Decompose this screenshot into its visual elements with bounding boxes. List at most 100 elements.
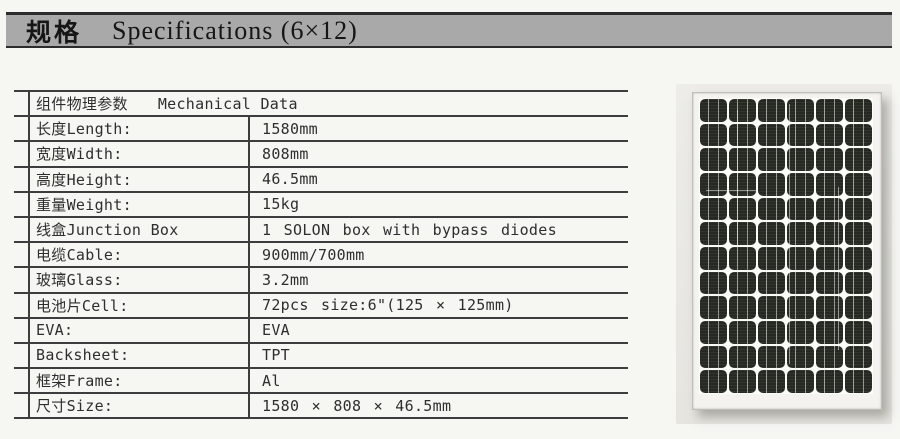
solar-cell bbox=[845, 99, 872, 122]
solar-cell bbox=[845, 246, 872, 270]
spec-row: 线盒Junction Box 1 SOLON box with bypass di… bbox=[14, 218, 628, 244]
spec-value: TPT bbox=[262, 346, 290, 365]
solar-panel-frame bbox=[692, 92, 882, 410]
solar-cell bbox=[700, 320, 727, 344]
solar-cell bbox=[787, 320, 814, 344]
solar-cell bbox=[758, 345, 785, 369]
solar-cell bbox=[816, 246, 843, 270]
solar-cell bbox=[758, 99, 785, 122]
solar-cell-grid bbox=[699, 98, 873, 394]
solar-panel-photo bbox=[676, 84, 892, 424]
title-bar: 规格 Specifications (6×12) bbox=[6, 12, 892, 48]
spec-row: 玻璃Glass: 3.2mm bbox=[14, 268, 628, 294]
spec-row: 宽度Width: 808mm bbox=[14, 142, 628, 168]
solar-cell bbox=[758, 148, 785, 171]
solar-cell bbox=[758, 197, 785, 221]
spec-row: 尺寸Size: 1580 × 808 × 46.5mm bbox=[14, 394, 628, 420]
spec-row: 框架Frame: Al bbox=[14, 369, 628, 395]
spec-value: 1580mm bbox=[262, 119, 318, 138]
spec-label: 玻璃Glass: bbox=[36, 271, 123, 290]
solar-cell bbox=[816, 123, 843, 147]
spec-label: 框架Frame: bbox=[36, 372, 123, 391]
solar-cell bbox=[700, 345, 727, 369]
solar-cell bbox=[845, 222, 872, 245]
solar-cell bbox=[845, 320, 872, 344]
solar-cell bbox=[787, 296, 814, 319]
solar-cell bbox=[700, 246, 727, 270]
solar-cell bbox=[700, 222, 727, 245]
spec-label: 线盒Junction Box bbox=[36, 221, 179, 240]
spec-label: 高度Height: bbox=[36, 170, 132, 189]
solar-cell bbox=[845, 271, 872, 295]
solar-cell bbox=[787, 370, 814, 393]
section-header-zh: 组件物理参数 bbox=[36, 95, 128, 114]
solar-cell bbox=[729, 246, 756, 270]
solar-cell bbox=[787, 99, 814, 122]
spec-value: 900mm/700mm bbox=[262, 245, 365, 264]
title-english: Specifications (6×12) bbox=[112, 15, 358, 45]
spec-value: 1580 × 808 × 46.5mm bbox=[262, 396, 452, 415]
solar-cell bbox=[816, 148, 843, 171]
solar-cell bbox=[729, 296, 756, 319]
solar-cell bbox=[758, 222, 785, 245]
spec-section-header: 组件物理参数 Mechanical Data bbox=[14, 92, 628, 118]
solar-cell bbox=[758, 271, 785, 295]
spec-row: 长度Length: 1580mm bbox=[14, 117, 628, 143]
solar-cell bbox=[758, 296, 785, 319]
spec-label: 尺寸Size: bbox=[36, 397, 114, 416]
solar-cell bbox=[787, 148, 814, 171]
spec-row: EVA: EVA bbox=[14, 319, 628, 344]
solar-cell bbox=[816, 197, 843, 221]
solar-cell bbox=[700, 99, 727, 122]
spec-label: Backsheet: bbox=[36, 346, 130, 365]
solar-cell bbox=[787, 246, 814, 270]
solar-cell bbox=[758, 370, 785, 393]
solar-cell bbox=[729, 197, 756, 221]
solar-cell bbox=[845, 197, 872, 221]
spec-row: 电池片Cell: 72pcs size:6"(125 × 125mm) bbox=[14, 294, 628, 319]
solar-cell bbox=[845, 148, 872, 171]
solar-cell bbox=[845, 345, 872, 369]
solar-cell bbox=[758, 123, 785, 147]
spec-label: 电池片Cell: bbox=[36, 296, 129, 315]
solar-cell bbox=[816, 222, 843, 245]
solar-cell bbox=[787, 222, 814, 245]
solar-cell bbox=[816, 99, 843, 122]
solar-cell bbox=[787, 345, 814, 369]
solar-cell bbox=[729, 222, 756, 245]
spec-row: 重量Weight: 15kg bbox=[14, 193, 628, 218]
spec-row: 电缆Cable: 900mm/700mm bbox=[14, 243, 628, 269]
solar-cell bbox=[787, 172, 814, 196]
spec-value: 46.5mm bbox=[262, 170, 318, 189]
spec-value: EVA bbox=[262, 321, 290, 340]
spec-value: 15kg bbox=[262, 195, 300, 214]
solar-cell bbox=[816, 345, 843, 369]
scan-streak bbox=[737, 109, 739, 246]
solar-cell bbox=[700, 296, 727, 319]
solar-cell bbox=[845, 370, 872, 393]
solar-cell bbox=[816, 271, 843, 295]
scan-streak bbox=[789, 103, 791, 365]
spec-label: EVA: bbox=[36, 321, 74, 340]
spec-row: Backsheet: TPT bbox=[14, 344, 628, 370]
solar-cell bbox=[729, 345, 756, 369]
solar-cell bbox=[845, 172, 872, 196]
solar-cell bbox=[816, 172, 843, 196]
solar-cell bbox=[700, 370, 727, 393]
solar-cell bbox=[700, 271, 727, 295]
solar-cell bbox=[729, 172, 756, 196]
solar-cell bbox=[700, 197, 727, 221]
solar-cell bbox=[700, 172, 727, 196]
spec-label: 长度Length: bbox=[36, 120, 132, 139]
solar-cell bbox=[758, 246, 785, 270]
solar-cell bbox=[729, 123, 756, 147]
solar-cell bbox=[787, 271, 814, 295]
solar-cell bbox=[729, 320, 756, 344]
spec-row: 高度Height: 46.5mm bbox=[14, 168, 628, 193]
table-left-border bbox=[28, 92, 30, 420]
solar-cell bbox=[816, 320, 843, 344]
solar-cell bbox=[729, 271, 756, 295]
solar-cell bbox=[729, 99, 756, 122]
spec-table: 组件物理参数 Mechanical Data 长度Length: 1580mm 宽度… bbox=[14, 90, 628, 420]
spec-value: Al bbox=[262, 371, 281, 390]
